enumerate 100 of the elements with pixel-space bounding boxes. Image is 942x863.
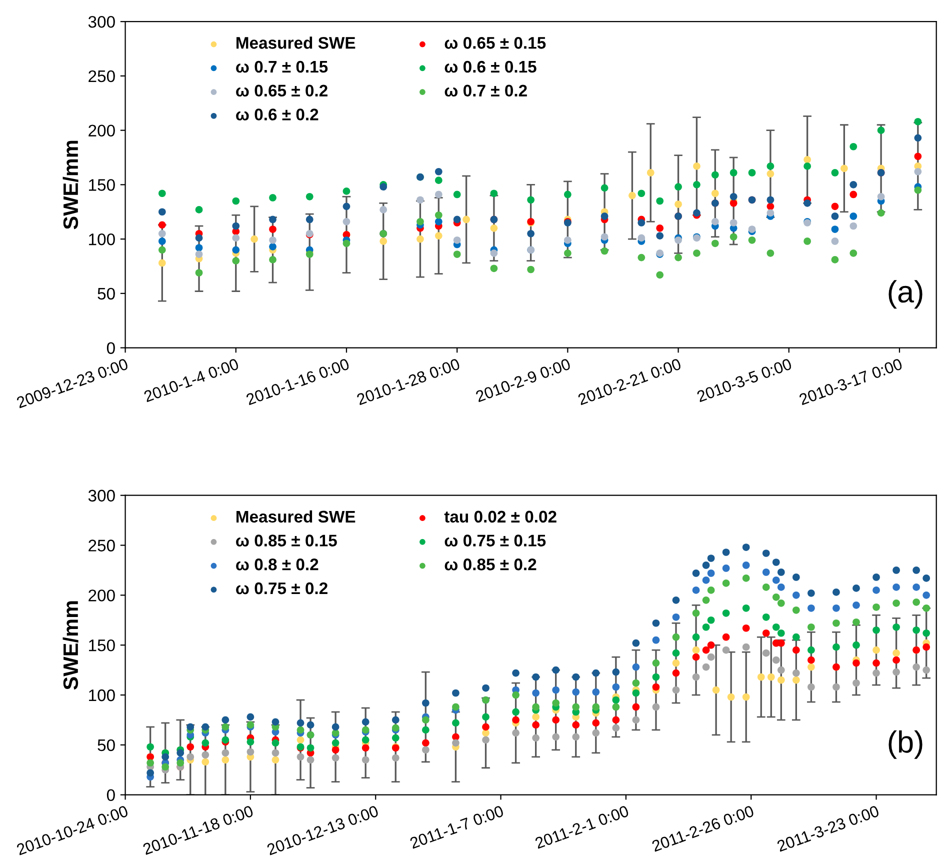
point [730,219,738,226]
point [612,668,620,676]
point [852,679,860,687]
point [186,743,194,751]
point [707,586,715,594]
legend-label: ω 0.8 ± 0.2 [236,558,318,570]
point [186,753,194,761]
point [831,212,839,220]
point [832,604,840,612]
point [158,221,166,229]
y-tick-label: 100 [89,689,115,702]
point [722,548,730,556]
point [332,754,340,762]
point [434,168,442,176]
y-tick-label: 0 [106,789,115,802]
point [296,753,304,761]
point [332,739,340,747]
point [730,169,738,176]
point [232,257,240,264]
point [600,233,608,241]
point [922,574,930,582]
y-tick-label: 250 [88,70,115,82]
point [722,564,730,572]
point [392,716,400,724]
point [306,250,314,258]
point [777,666,785,674]
point [564,236,572,244]
point [892,584,900,591]
point [772,656,780,664]
point [922,643,930,651]
point [527,196,534,204]
point [269,226,276,233]
point [792,646,800,654]
point [711,190,719,198]
point [332,723,340,731]
point [482,684,490,692]
point [914,186,922,194]
point [416,196,424,204]
point [652,703,660,711]
point [222,749,230,757]
point [532,713,540,721]
point [892,566,900,574]
point [872,603,880,611]
point [757,673,765,681]
point [912,663,920,671]
point [512,716,520,724]
point [572,703,580,711]
point [840,164,848,172]
point [422,746,430,754]
point [527,266,534,274]
point [162,763,170,771]
point [158,246,166,254]
point [850,222,858,230]
point [632,703,640,711]
point [711,240,719,248]
point [850,190,858,198]
point [162,753,170,761]
point [852,659,860,667]
point [572,688,580,696]
point [922,604,930,612]
point [296,726,304,734]
point [416,235,424,243]
point [392,734,400,742]
y-tick-label: 300 [88,490,115,502]
point [722,646,730,654]
point [777,676,785,684]
point [808,646,815,654]
point [792,574,800,581]
point [306,744,314,752]
point [452,689,460,697]
point [272,718,280,726]
point [272,749,280,757]
point [222,716,230,724]
point [490,250,498,257]
legend-label: ω 0.6 ± 0.2 [236,108,318,120]
legend-label: ω 0.85 ± 0.2 [444,558,536,570]
point [777,629,785,637]
point [922,666,930,674]
point [850,181,858,188]
point [872,574,880,581]
point [434,232,442,240]
point [804,199,811,207]
point [632,716,640,724]
point [692,673,700,681]
point [652,683,660,691]
point [772,576,780,584]
point [490,264,498,272]
point [693,181,700,188]
point [482,723,490,731]
point [482,713,490,721]
point [742,624,750,632]
point [892,599,900,607]
point [832,683,840,691]
point [572,733,580,741]
point [831,202,839,210]
point [434,218,442,226]
point [922,592,930,599]
point [246,748,254,756]
point [638,234,646,242]
point [532,734,540,742]
